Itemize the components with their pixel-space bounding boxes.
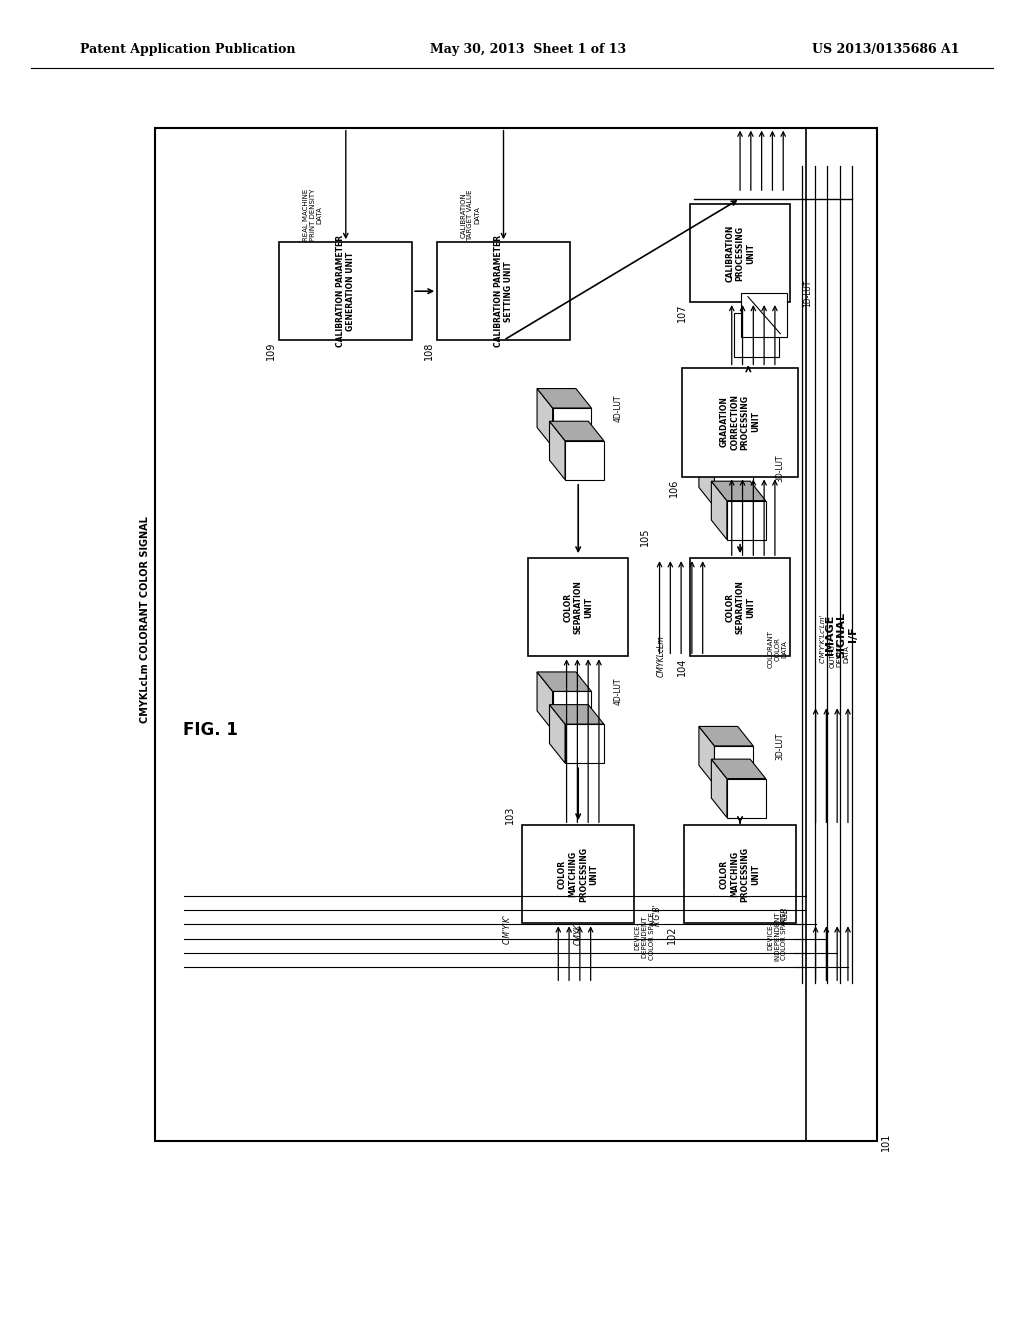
- Text: 102: 102: [667, 925, 677, 944]
- Text: COLOR
MATCHING
PROCESSING
UNIT: COLOR MATCHING PROCESSING UNIT: [720, 847, 760, 902]
- Polygon shape: [690, 558, 790, 656]
- Polygon shape: [699, 449, 715, 507]
- Text: Patent Application Publication: Patent Application Publication: [80, 44, 296, 57]
- Text: 1D-LUT: 1D-LUT: [803, 280, 812, 308]
- Text: CMYK: CMYK: [573, 924, 583, 945]
- Text: CALIBRATION
PROCESSING
UNIT: CALIBRATION PROCESSING UNIT: [725, 224, 755, 281]
- Polygon shape: [565, 725, 604, 763]
- Polygon shape: [522, 825, 634, 924]
- Text: R'G'B': R'G'B': [652, 903, 662, 927]
- Polygon shape: [690, 205, 790, 302]
- Text: 106: 106: [669, 478, 679, 496]
- Text: 3D-LUT: 3D-LUT: [776, 733, 784, 759]
- Polygon shape: [684, 825, 796, 924]
- Text: CMYKLcLm COLORANT COLOR SIGNAL: CMYKLcLm COLORANT COLOR SIGNAL: [140, 516, 150, 723]
- Text: REAL MACHINE
PRINT DENSITY
DATA: REAL MACHINE PRINT DENSITY DATA: [303, 189, 323, 242]
- Text: US 2013/0135686 A1: US 2013/0135686 A1: [812, 44, 961, 57]
- Text: 105: 105: [640, 527, 649, 545]
- Text: 103: 103: [505, 805, 515, 824]
- Text: CMYKLcLm: CMYKLcLm: [656, 635, 666, 677]
- Text: CALIBRATION
TARGET VALUE
DATA: CALIBRATION TARGET VALUE DATA: [461, 189, 480, 240]
- Text: IMAGE
SIGNAL
I/F: IMAGE SIGNAL I/F: [825, 611, 858, 657]
- Polygon shape: [553, 692, 592, 730]
- Text: COLOR
SEPARATION
UNIT: COLOR SEPARATION UNIT: [725, 581, 755, 634]
- Text: DEVICE-
INDEPENDENT
COLOR SPACE: DEVICE- INDEPENDENT COLOR SPACE: [767, 912, 787, 961]
- Text: RGB: RGB: [781, 907, 791, 923]
- Polygon shape: [712, 482, 727, 540]
- Polygon shape: [537, 672, 592, 692]
- Polygon shape: [699, 726, 715, 785]
- Polygon shape: [712, 759, 766, 779]
- Polygon shape: [741, 293, 787, 337]
- Text: 109: 109: [266, 342, 276, 360]
- Text: CALIBRATION PARAMETER
SETTING UNIT: CALIBRATION PARAMETER SETTING UNIT: [494, 235, 513, 347]
- Polygon shape: [537, 672, 553, 730]
- Text: C'M'Y'K'Lc'Lm': C'M'Y'K'Lc'Lm': [820, 612, 826, 663]
- Text: 4D-LUT: 4D-LUT: [613, 395, 623, 422]
- Text: 3D-LUT: 3D-LUT: [776, 454, 784, 482]
- Polygon shape: [682, 367, 798, 477]
- Text: COLOR
MATCHING
PROCESSING
UNIT: COLOR MATCHING PROCESSING UNIT: [558, 847, 598, 902]
- Polygon shape: [727, 779, 766, 817]
- Text: C'M'Y'K': C'M'Y'K': [503, 913, 512, 944]
- Text: May 30, 2013  Sheet 1 of 13: May 30, 2013 Sheet 1 of 13: [430, 44, 626, 57]
- Polygon shape: [537, 388, 592, 408]
- Polygon shape: [715, 746, 754, 785]
- Polygon shape: [565, 441, 604, 479]
- Polygon shape: [280, 242, 413, 341]
- Polygon shape: [553, 408, 592, 447]
- Polygon shape: [550, 421, 565, 479]
- Text: 4D-LUT: 4D-LUT: [613, 677, 623, 705]
- Polygon shape: [537, 388, 553, 447]
- Polygon shape: [550, 705, 604, 725]
- Text: 104: 104: [677, 659, 687, 676]
- Polygon shape: [807, 128, 877, 1142]
- Polygon shape: [734, 313, 779, 356]
- Polygon shape: [528, 558, 628, 656]
- Polygon shape: [550, 705, 565, 763]
- Text: CALIBRATION PARAMETER
GENERATION UNIT: CALIBRATION PARAMETER GENERATION UNIT: [336, 235, 355, 347]
- Text: 107: 107: [677, 304, 687, 322]
- Polygon shape: [712, 482, 766, 500]
- Polygon shape: [550, 421, 604, 441]
- Text: DEVICE-
DEPENDENT
COLOR SPACE: DEVICE- DEPENDENT COLOR SPACE: [635, 912, 654, 961]
- Text: OUTPUT
DEVICE
DATA: OUTPUT DEVICE DATA: [829, 640, 850, 668]
- Polygon shape: [699, 449, 754, 469]
- Polygon shape: [712, 759, 727, 817]
- Text: COLORANT
COLOR
DATA: COLORANT COLOR DATA: [767, 630, 787, 668]
- Text: 108: 108: [424, 342, 434, 360]
- Polygon shape: [727, 500, 766, 540]
- Text: 101: 101: [881, 1133, 891, 1151]
- Text: COLOR
SEPARATION
UNIT: COLOR SEPARATION UNIT: [563, 581, 593, 634]
- Polygon shape: [699, 726, 754, 746]
- Text: GRADATION
CORRECTION
PROCESSING
UNIT: GRADATION CORRECTION PROCESSING UNIT: [720, 393, 760, 450]
- Polygon shape: [715, 469, 754, 507]
- Polygon shape: [437, 242, 570, 341]
- Text: FIG. 1: FIG. 1: [182, 721, 238, 739]
